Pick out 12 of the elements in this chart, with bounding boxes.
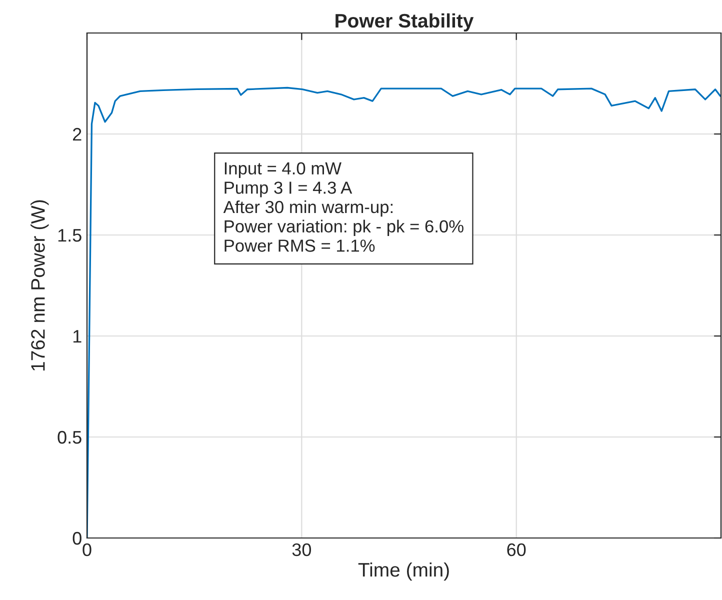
x-tick-label: 30 <box>292 543 312 556</box>
chart-title: Power Stability <box>336 13 474 32</box>
x-tick-label: 60 <box>507 543 526 556</box>
x-axis-title: Time (min) <box>358 562 449 581</box>
y-tick-label: 0.5 <box>58 430 82 444</box>
y-tick-label: 1 <box>73 330 82 343</box>
y-tick-label: 2 <box>73 128 82 141</box>
y-tick-label: 1.5 <box>58 229 82 242</box>
y-axis-title: 1762 nm Power (W) <box>30 200 49 370</box>
x-tick-label: 0 <box>82 543 92 556</box>
y-tick-label: 0 <box>72 532 82 545</box>
annotation: Input = 4.0 mW Pump 3 I = 4.3 A After 30 min warm-up: Power variation: pk - pk = 6.0% Power RMS = 1.1% <box>223 162 464 252</box>
